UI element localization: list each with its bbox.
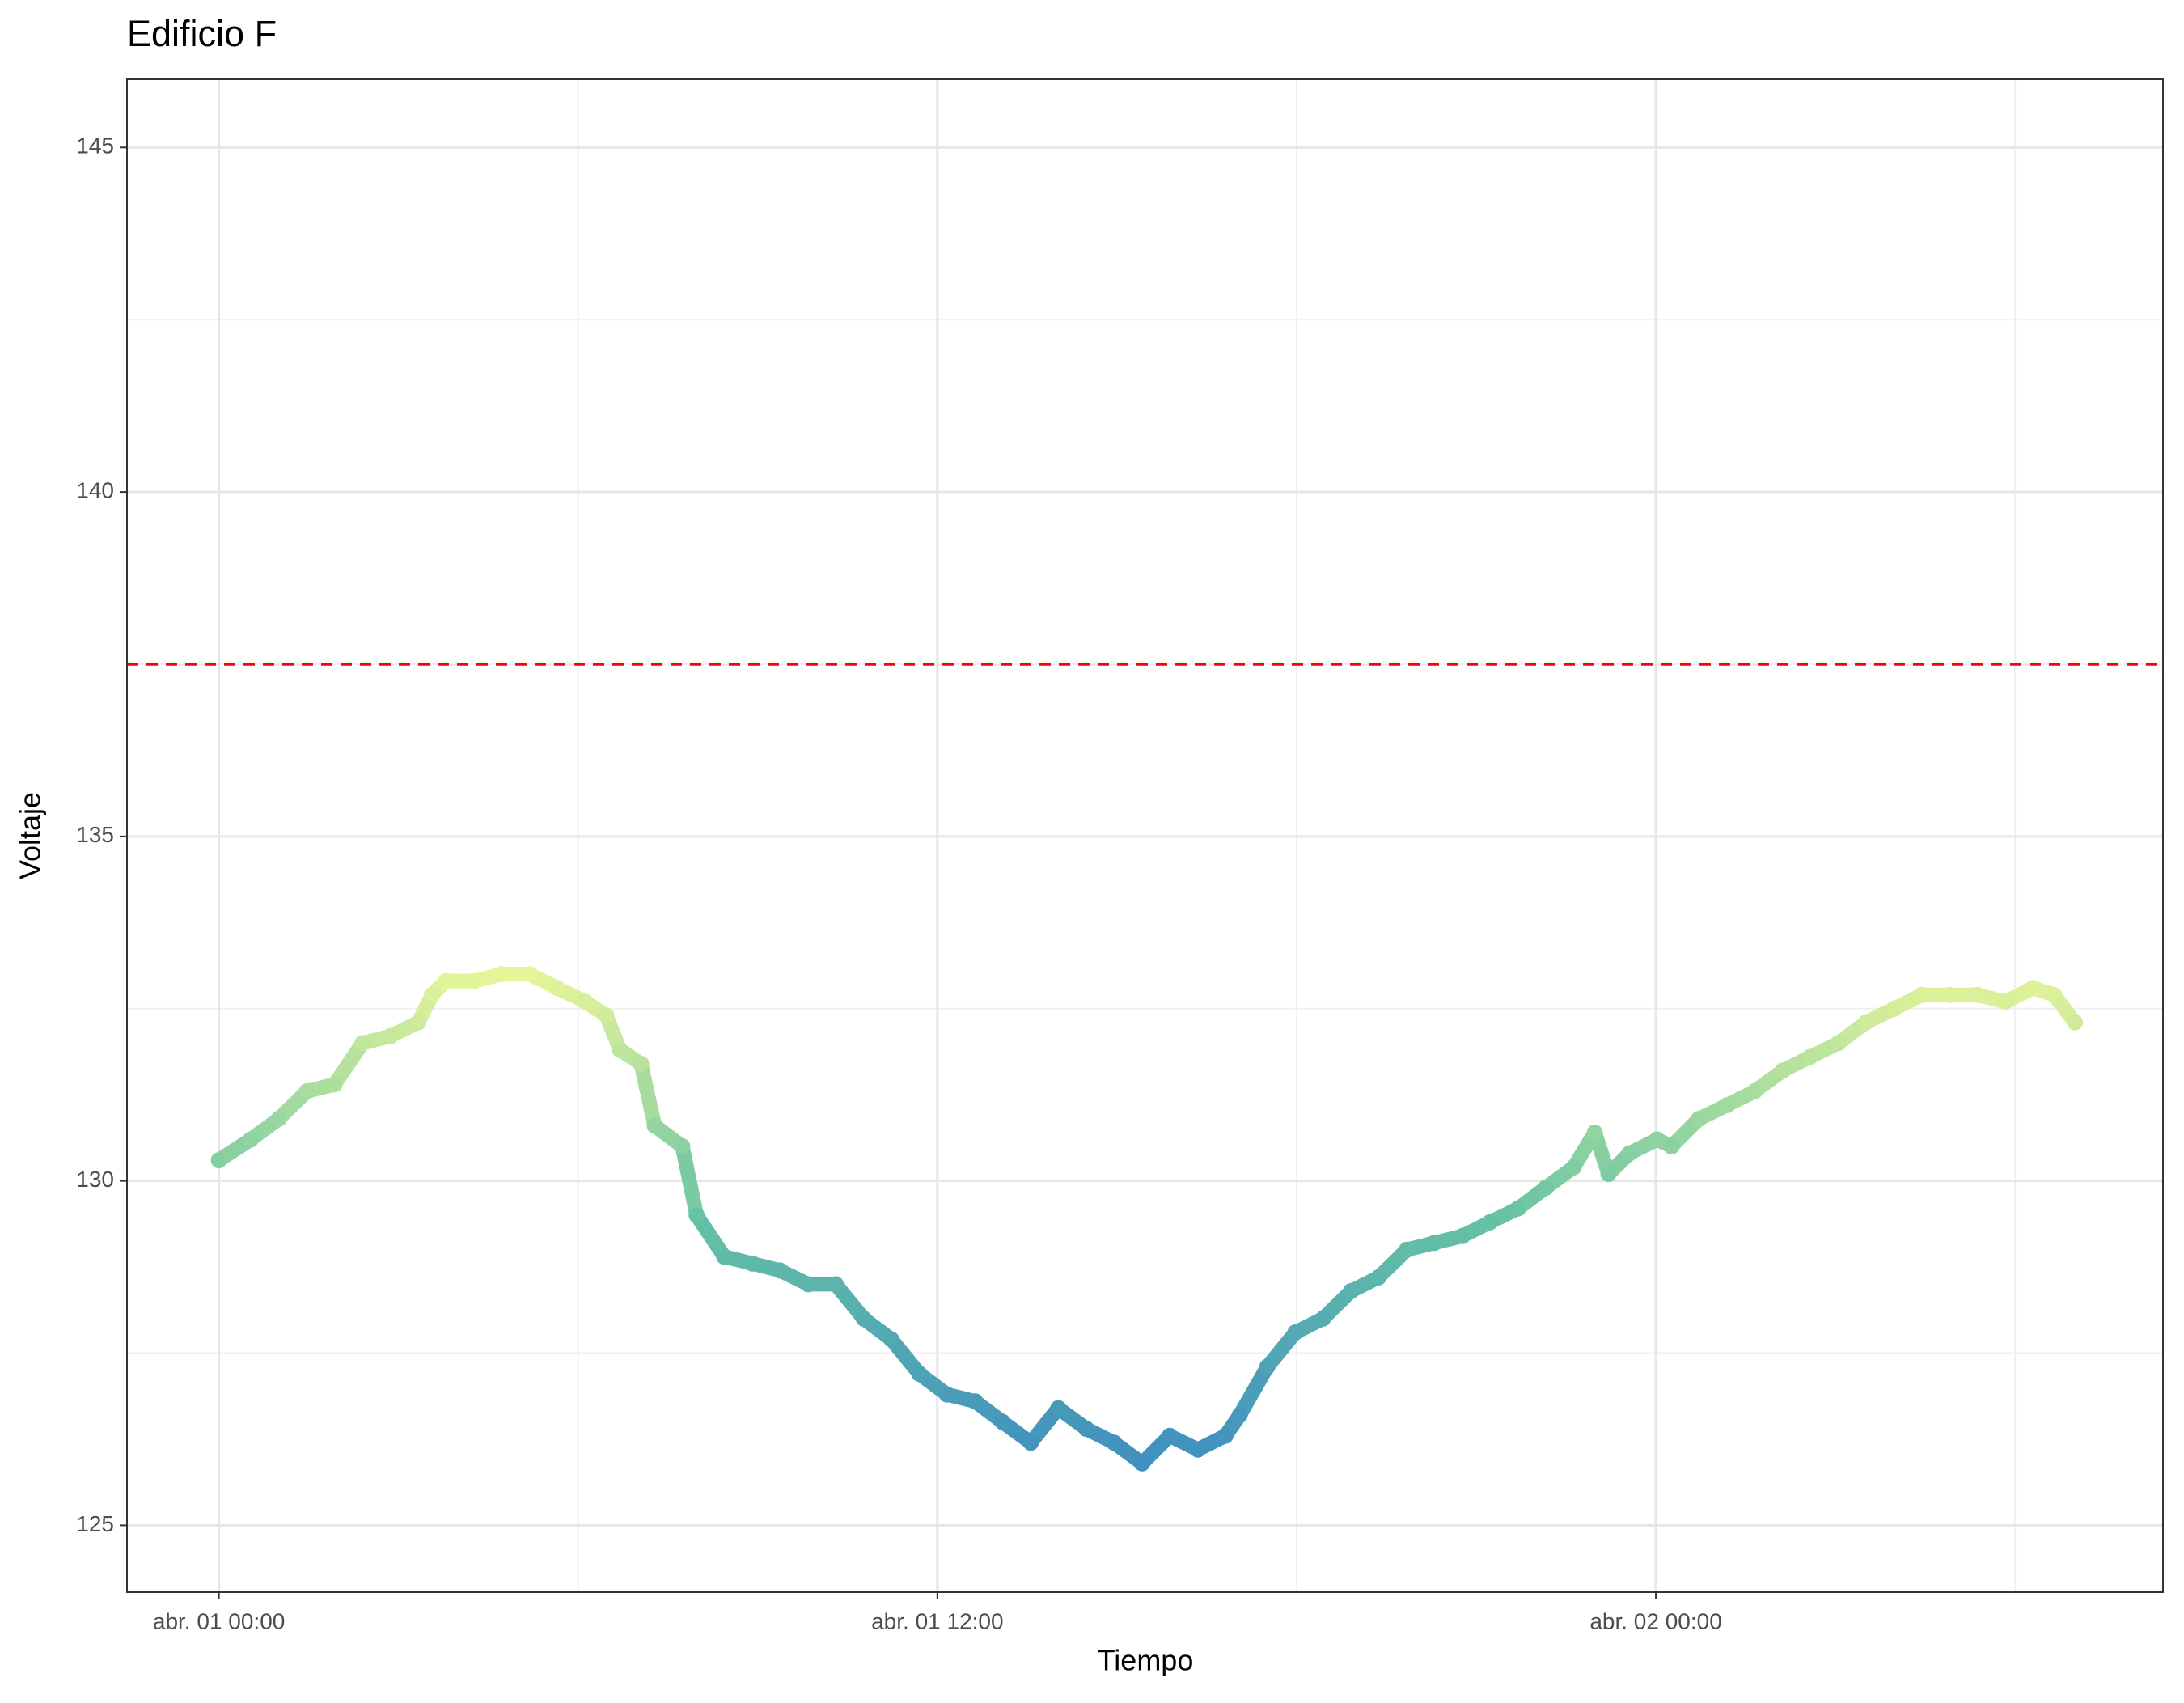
point <box>1621 1145 1638 1162</box>
point <box>1719 1096 1736 1113</box>
point <box>1370 1269 1387 1286</box>
connector <box>689 1208 732 1265</box>
point <box>1106 1434 1123 1451</box>
x-axis-title: Tiempo <box>1098 1644 1194 1677</box>
point <box>1663 1138 1680 1155</box>
point <box>493 966 510 983</box>
point <box>438 972 455 989</box>
point <box>1426 1235 1443 1252</box>
point <box>1830 1035 1847 1052</box>
connector <box>327 1036 370 1092</box>
x-tick-label: abr. 01 00:00 <box>153 1608 285 1633</box>
point <box>1189 1441 1206 1458</box>
point <box>1774 1062 1791 1079</box>
point <box>1287 1324 1304 1341</box>
y-tick-label: 135 <box>76 822 114 847</box>
point <box>938 1386 955 1403</box>
point <box>911 1366 928 1383</box>
point <box>1050 1400 1067 1417</box>
point <box>1259 1358 1276 1375</box>
y-axis-title: Voltaje <box>14 792 47 879</box>
point <box>410 1014 427 1031</box>
point <box>744 1255 761 1272</box>
point <box>674 1138 691 1155</box>
point <box>1314 1310 1331 1327</box>
point <box>382 1027 399 1044</box>
point <box>424 986 441 1003</box>
y-tick-label: 130 <box>76 1167 114 1192</box>
point <box>1886 1000 1903 1017</box>
point <box>1746 1082 1763 1099</box>
point <box>1454 1227 1471 1244</box>
point <box>1399 1241 1416 1258</box>
point <box>1857 1014 1874 1031</box>
point <box>1691 1110 1708 1127</box>
point <box>1231 1407 1248 1424</box>
point <box>1565 1159 1582 1176</box>
y-tick-label: 140 <box>76 477 114 502</box>
point <box>326 1076 343 1093</box>
point <box>1162 1427 1179 1444</box>
point <box>598 1007 615 1024</box>
point <box>688 1207 705 1224</box>
point <box>1482 1214 1499 1231</box>
point <box>716 1248 733 1265</box>
point <box>994 1413 1011 1430</box>
point <box>1997 993 2014 1010</box>
point <box>612 1041 629 1058</box>
point <box>633 1055 650 1072</box>
connector <box>633 1056 662 1133</box>
point <box>1802 1048 1819 1065</box>
point <box>1913 986 1930 1003</box>
x-tick-label: abr. 02 00:00 <box>1589 1608 1721 1633</box>
point <box>465 972 482 989</box>
point <box>1649 1131 1666 1148</box>
point <box>242 1131 259 1148</box>
point <box>298 1082 315 1099</box>
point <box>772 1262 789 1279</box>
point <box>1133 1455 1150 1472</box>
point <box>521 966 538 983</box>
point <box>1537 1180 1554 1197</box>
point <box>210 1152 227 1169</box>
x-tick-label: abr. 01 12:00 <box>871 1608 1003 1633</box>
point <box>855 1310 872 1327</box>
point <box>646 1117 663 1134</box>
point <box>1022 1434 1039 1451</box>
point <box>2025 980 2042 997</box>
point <box>827 1276 844 1293</box>
point <box>1969 986 1986 1003</box>
point <box>799 1276 816 1293</box>
point <box>1586 1125 1603 1142</box>
panel-border <box>126 78 2164 1593</box>
point <box>967 1393 984 1410</box>
connector <box>1232 1359 1275 1423</box>
point <box>882 1331 899 1348</box>
point <box>1509 1200 1526 1217</box>
point <box>1600 1166 1617 1183</box>
point <box>2046 986 2063 1003</box>
point <box>354 1035 371 1052</box>
point <box>2067 1014 2084 1031</box>
y-tick-label: 145 <box>76 133 114 159</box>
y-tick-label: 125 <box>76 1511 114 1536</box>
point <box>1217 1427 1234 1444</box>
point <box>270 1110 287 1127</box>
point <box>1941 986 1958 1003</box>
connector <box>675 1139 705 1223</box>
point <box>1343 1282 1360 1299</box>
point <box>1078 1421 1095 1438</box>
point <box>577 993 594 1010</box>
chart-title: Edificio F <box>127 13 277 54</box>
point <box>548 980 565 997</box>
